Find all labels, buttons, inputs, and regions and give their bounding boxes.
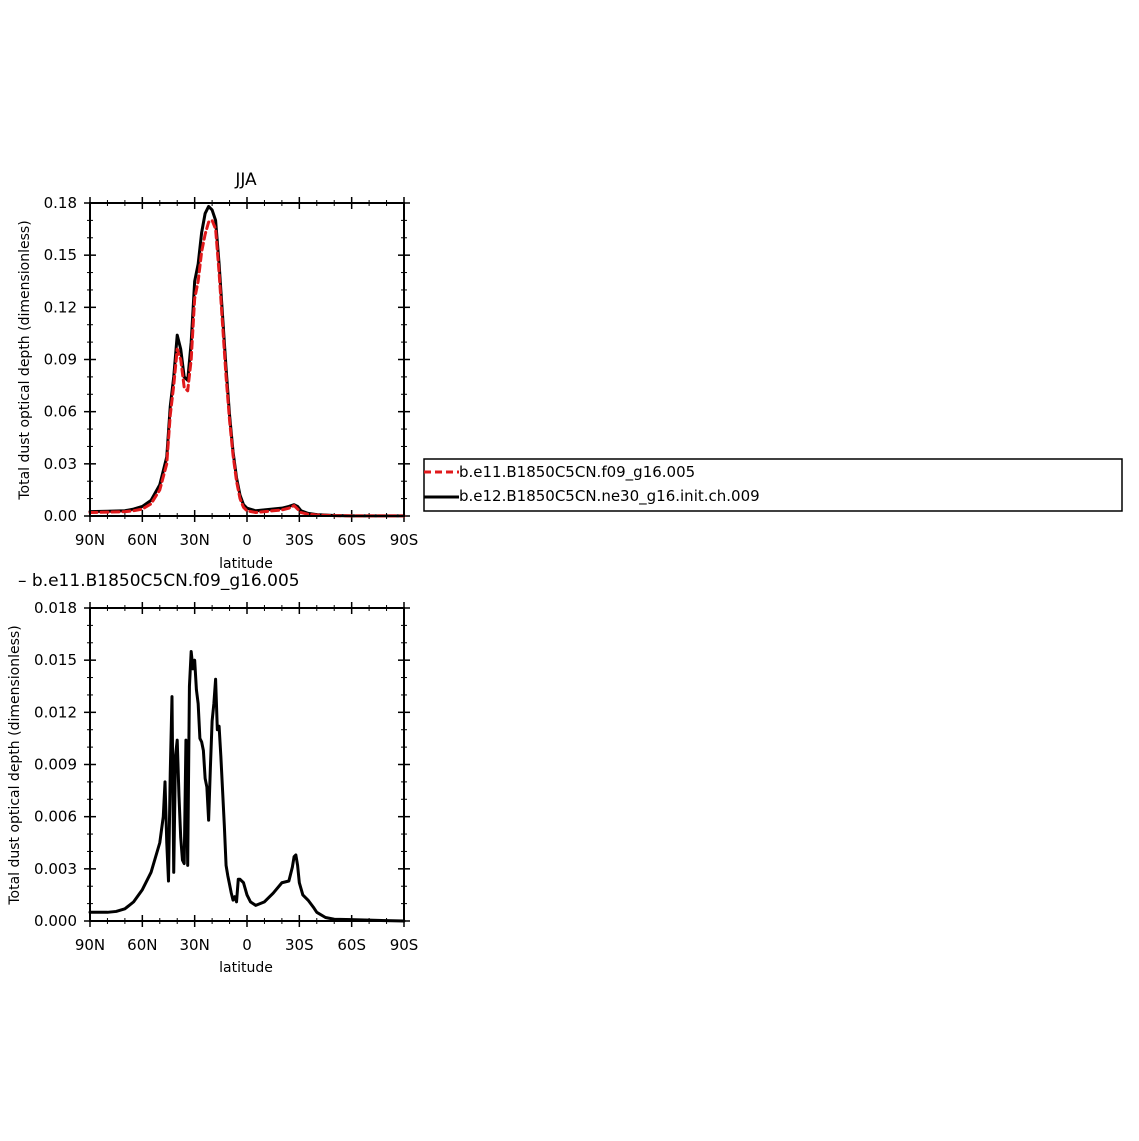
chart-panel-top: JJA 0.00 0.03 0.06 0.09 0.12 0.15 0.18 90N 60N 3… [17,170,418,572]
legend-label-0: b.e11.B1850C5CN.f09_g16.005 [459,463,695,482]
x-tick-label: 30N [180,531,210,549]
legend-box [423,458,1123,512]
series-line-top-1 [88,204,406,518]
y-tick-label: 0.00 [44,507,77,525]
y-tick-labels-top: 0.00 0.03 0.06 0.09 0.12 0.15 0.18 [44,194,77,525]
x-tick-label: 0 [242,531,252,549]
legend: b.e11.B1850C5CN.f09_g16.005 b.e12.B1850C… [423,458,1123,512]
plot-frame-top [89,202,405,517]
x-tick-label: 90S [390,531,419,549]
x-axis-label-top: latitude [219,556,273,572]
y-tick-label: 0.06 [44,403,77,421]
x-tick-label: 30S [285,936,314,954]
y-tick-label: 0.015 [34,651,77,669]
legend-label-1: b.e12.B1850C5CN.ne30_g16.init.ch.009 [459,487,760,506]
x-tick-label: 60N [127,531,157,549]
y-tick-label: 0.15 [44,246,77,264]
x-tick-label: 30S [285,531,314,549]
x-tick-labels-bottom: 90N 60N 30N 0 30S 60S 90S [75,936,418,954]
x-tick-label: 0 [242,936,252,954]
ticks-bottom [84,602,410,927]
x-tick-label: 60S [337,531,366,549]
y-tick-label: 0.18 [44,194,77,212]
y-axis-label-bottom: Total dust optical depth (dimensionless) [7,625,23,905]
y-tick-label: 0.09 [44,351,77,369]
y-tick-label: 0.003 [34,860,77,878]
y-tick-label: 0.12 [44,298,77,316]
ticks-top [84,197,410,522]
y-tick-label: 0.012 [34,703,77,721]
y-tick-label: 0.006 [34,808,77,826]
x-tick-label: 90N [75,936,105,954]
chart-panel-bottom: – b.e11.B1850C5CN.f09_g16.005 0.000 0.003… [7,571,418,976]
series-line-top-0 [88,218,406,518]
y-tick-label: 0.000 [34,912,77,930]
x-tick-label: 60S [337,936,366,954]
y-tick-label: 0.009 [34,756,77,774]
x-tick-label: 90N [75,531,105,549]
series-line-bottom-0 [88,649,406,923]
y-axis-label-top: Total dust optical depth (dimensionless) [17,220,33,500]
series-group-top [88,204,406,518]
chart-title-top: JJA [234,170,257,190]
chart-title-bottom: – b.e11.B1850C5CN.f09_g16.005 [18,571,300,591]
x-tick-labels-top: 90N 60N 30N 0 30S 60S 90S [75,531,418,549]
x-tick-label: 90S [390,936,419,954]
x-tick-label: 60N [127,936,157,954]
y-tick-label: 0.018 [34,599,77,617]
x-tick-label: 30N [180,936,210,954]
series-group-bottom [88,649,406,923]
y-tick-label: 0.03 [44,455,77,473]
plot-frame-bottom [89,607,405,922]
y-tick-labels-bottom: 0.000 0.003 0.006 0.009 0.012 0.015 0.018 [34,599,77,930]
x-axis-label-bottom: latitude [219,960,273,976]
